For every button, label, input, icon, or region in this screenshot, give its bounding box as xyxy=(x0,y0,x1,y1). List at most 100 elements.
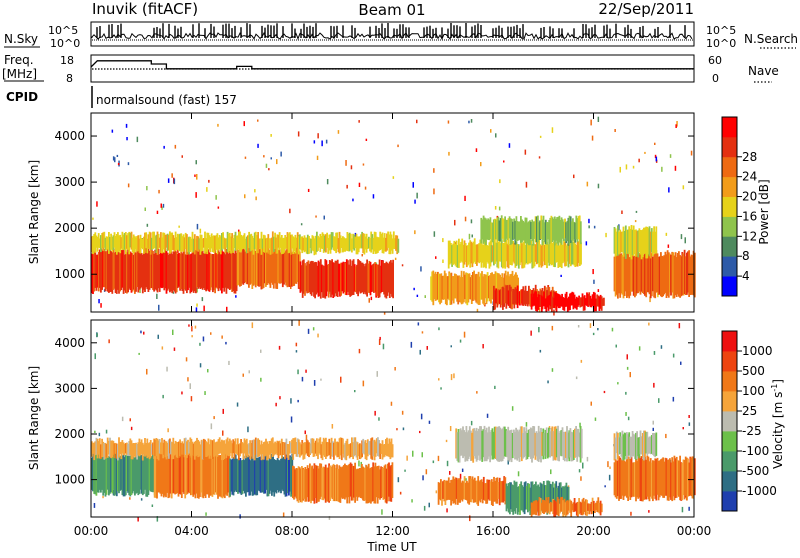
velocity-echo-column xyxy=(266,454,269,497)
power-echo-column xyxy=(139,247,142,289)
velocity-echo-column xyxy=(542,499,544,514)
power-echo-column xyxy=(237,249,240,285)
velocity-echo-column xyxy=(299,468,302,503)
velocity-echo-column xyxy=(532,485,535,510)
velocity-echo-column xyxy=(554,500,557,517)
power-speckle xyxy=(668,187,670,193)
power-echo-column xyxy=(488,242,491,269)
velocity-echo-column xyxy=(290,456,292,497)
power-echo-column xyxy=(374,232,377,254)
velocity-echo-column xyxy=(647,456,650,500)
velocity-echo-column xyxy=(158,439,161,454)
velocity-echo-column xyxy=(231,443,233,459)
velocity-echo-column xyxy=(483,425,486,462)
power-echo-column xyxy=(103,248,106,287)
power-echo-column xyxy=(200,251,203,289)
velocity-speckle xyxy=(627,416,630,421)
power-echo-column xyxy=(128,231,131,255)
velocity-echo-column xyxy=(112,440,115,455)
power-echo-column xyxy=(258,249,260,287)
velocity-echo-column xyxy=(626,432,628,460)
velocity-echo-column xyxy=(245,454,247,497)
velocity-echo-column xyxy=(588,503,591,515)
velocity-echo-column xyxy=(128,441,131,456)
velocity-echo-column xyxy=(130,455,133,495)
velocity-echo-column xyxy=(469,476,472,502)
velocity-echo-column xyxy=(136,453,138,493)
velocity-echo-column xyxy=(325,467,328,502)
power-speckle xyxy=(127,162,130,166)
power-echo-column xyxy=(547,285,550,305)
power-echo-column xyxy=(335,232,337,254)
velocity-echo-column xyxy=(248,456,251,496)
power-echo-column xyxy=(601,298,604,306)
velocity-echo-column xyxy=(353,466,355,498)
power-echo-column xyxy=(504,216,506,242)
power-echo-column xyxy=(118,252,120,294)
velocity-echo-column xyxy=(519,483,521,515)
velocity-echo-column xyxy=(599,500,602,516)
power-speckle xyxy=(592,269,594,275)
velocity-echo-column xyxy=(262,459,264,493)
power-echo-column xyxy=(505,239,508,262)
power-echo-column xyxy=(148,251,151,290)
power-echo-column xyxy=(250,233,253,251)
velocity-speckle xyxy=(469,515,471,522)
velocity-echo-column xyxy=(156,438,159,459)
power-echo-column xyxy=(618,231,620,255)
power-echo-column xyxy=(357,236,360,253)
power-speckle xyxy=(307,188,310,192)
power-speckle xyxy=(345,160,347,166)
power-echo-column xyxy=(262,234,265,252)
velocity-echo-column xyxy=(475,480,477,503)
power-echo-column xyxy=(556,245,559,262)
power-speckle xyxy=(125,123,128,128)
power-echo-column xyxy=(109,249,111,292)
velocity-echo-column xyxy=(551,426,554,457)
velocity-echo-column xyxy=(145,451,148,497)
velocity-echo-column xyxy=(298,467,301,501)
power-speckle xyxy=(433,168,435,173)
power-echo-column xyxy=(681,252,684,296)
power-speckle xyxy=(433,188,435,195)
velocity-echo-column xyxy=(279,443,282,455)
power-echo-column xyxy=(153,231,155,248)
power-echo-column xyxy=(570,221,573,241)
velocity-echo-column xyxy=(345,440,348,461)
velocity-speckle xyxy=(93,503,96,508)
velocity-echo-column xyxy=(482,429,485,458)
power-echo-column xyxy=(578,295,580,306)
velocity-echo-column xyxy=(514,431,516,460)
power-echo-column xyxy=(239,245,241,287)
power-speckle xyxy=(468,233,471,240)
power-echo-column xyxy=(106,248,109,292)
velocity-echo-column xyxy=(464,432,467,462)
power-echo-column xyxy=(152,251,154,290)
velocity-echo-column xyxy=(266,441,268,461)
power-echo-column xyxy=(443,270,446,300)
power-echo-column xyxy=(548,294,551,306)
velocity-echo-column xyxy=(291,439,293,454)
velocity-echo-column xyxy=(98,457,101,490)
velocity-echo-column xyxy=(532,501,535,515)
velocity-speckle xyxy=(194,325,197,329)
power-echo-column xyxy=(639,253,642,295)
velocity-echo-column xyxy=(320,444,323,459)
power-echo-column xyxy=(101,249,103,290)
power-echo-column xyxy=(385,261,388,299)
velocity-echo-column xyxy=(537,500,540,516)
power-echo-column xyxy=(465,272,467,304)
velocity-echo-column xyxy=(549,483,552,509)
velocity-echo-column xyxy=(313,463,316,504)
power-echo-column xyxy=(534,291,536,306)
velocity-speckle xyxy=(590,401,592,406)
velocity-echo-column xyxy=(662,457,664,498)
power-speckle xyxy=(257,119,259,122)
power-echo-column xyxy=(373,231,376,252)
power-echo-column xyxy=(294,234,297,254)
power-echo-column xyxy=(201,249,204,290)
velocity-speckle xyxy=(166,366,168,372)
velocity-echo-column xyxy=(347,464,350,498)
velocity-speckle xyxy=(665,433,667,439)
